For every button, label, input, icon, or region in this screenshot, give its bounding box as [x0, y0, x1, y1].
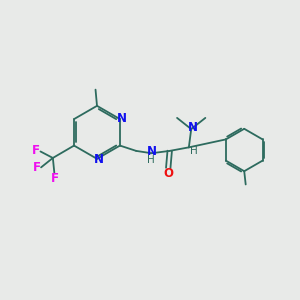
Text: H: H: [190, 146, 198, 156]
Text: O: O: [163, 167, 173, 180]
Text: N: N: [94, 153, 104, 166]
Text: N: N: [117, 112, 127, 125]
Text: N: N: [188, 121, 198, 134]
Text: F: F: [33, 161, 41, 175]
Text: F: F: [51, 172, 58, 185]
Text: H: H: [147, 155, 155, 165]
Text: F: F: [32, 144, 40, 157]
Text: N: N: [147, 145, 157, 158]
